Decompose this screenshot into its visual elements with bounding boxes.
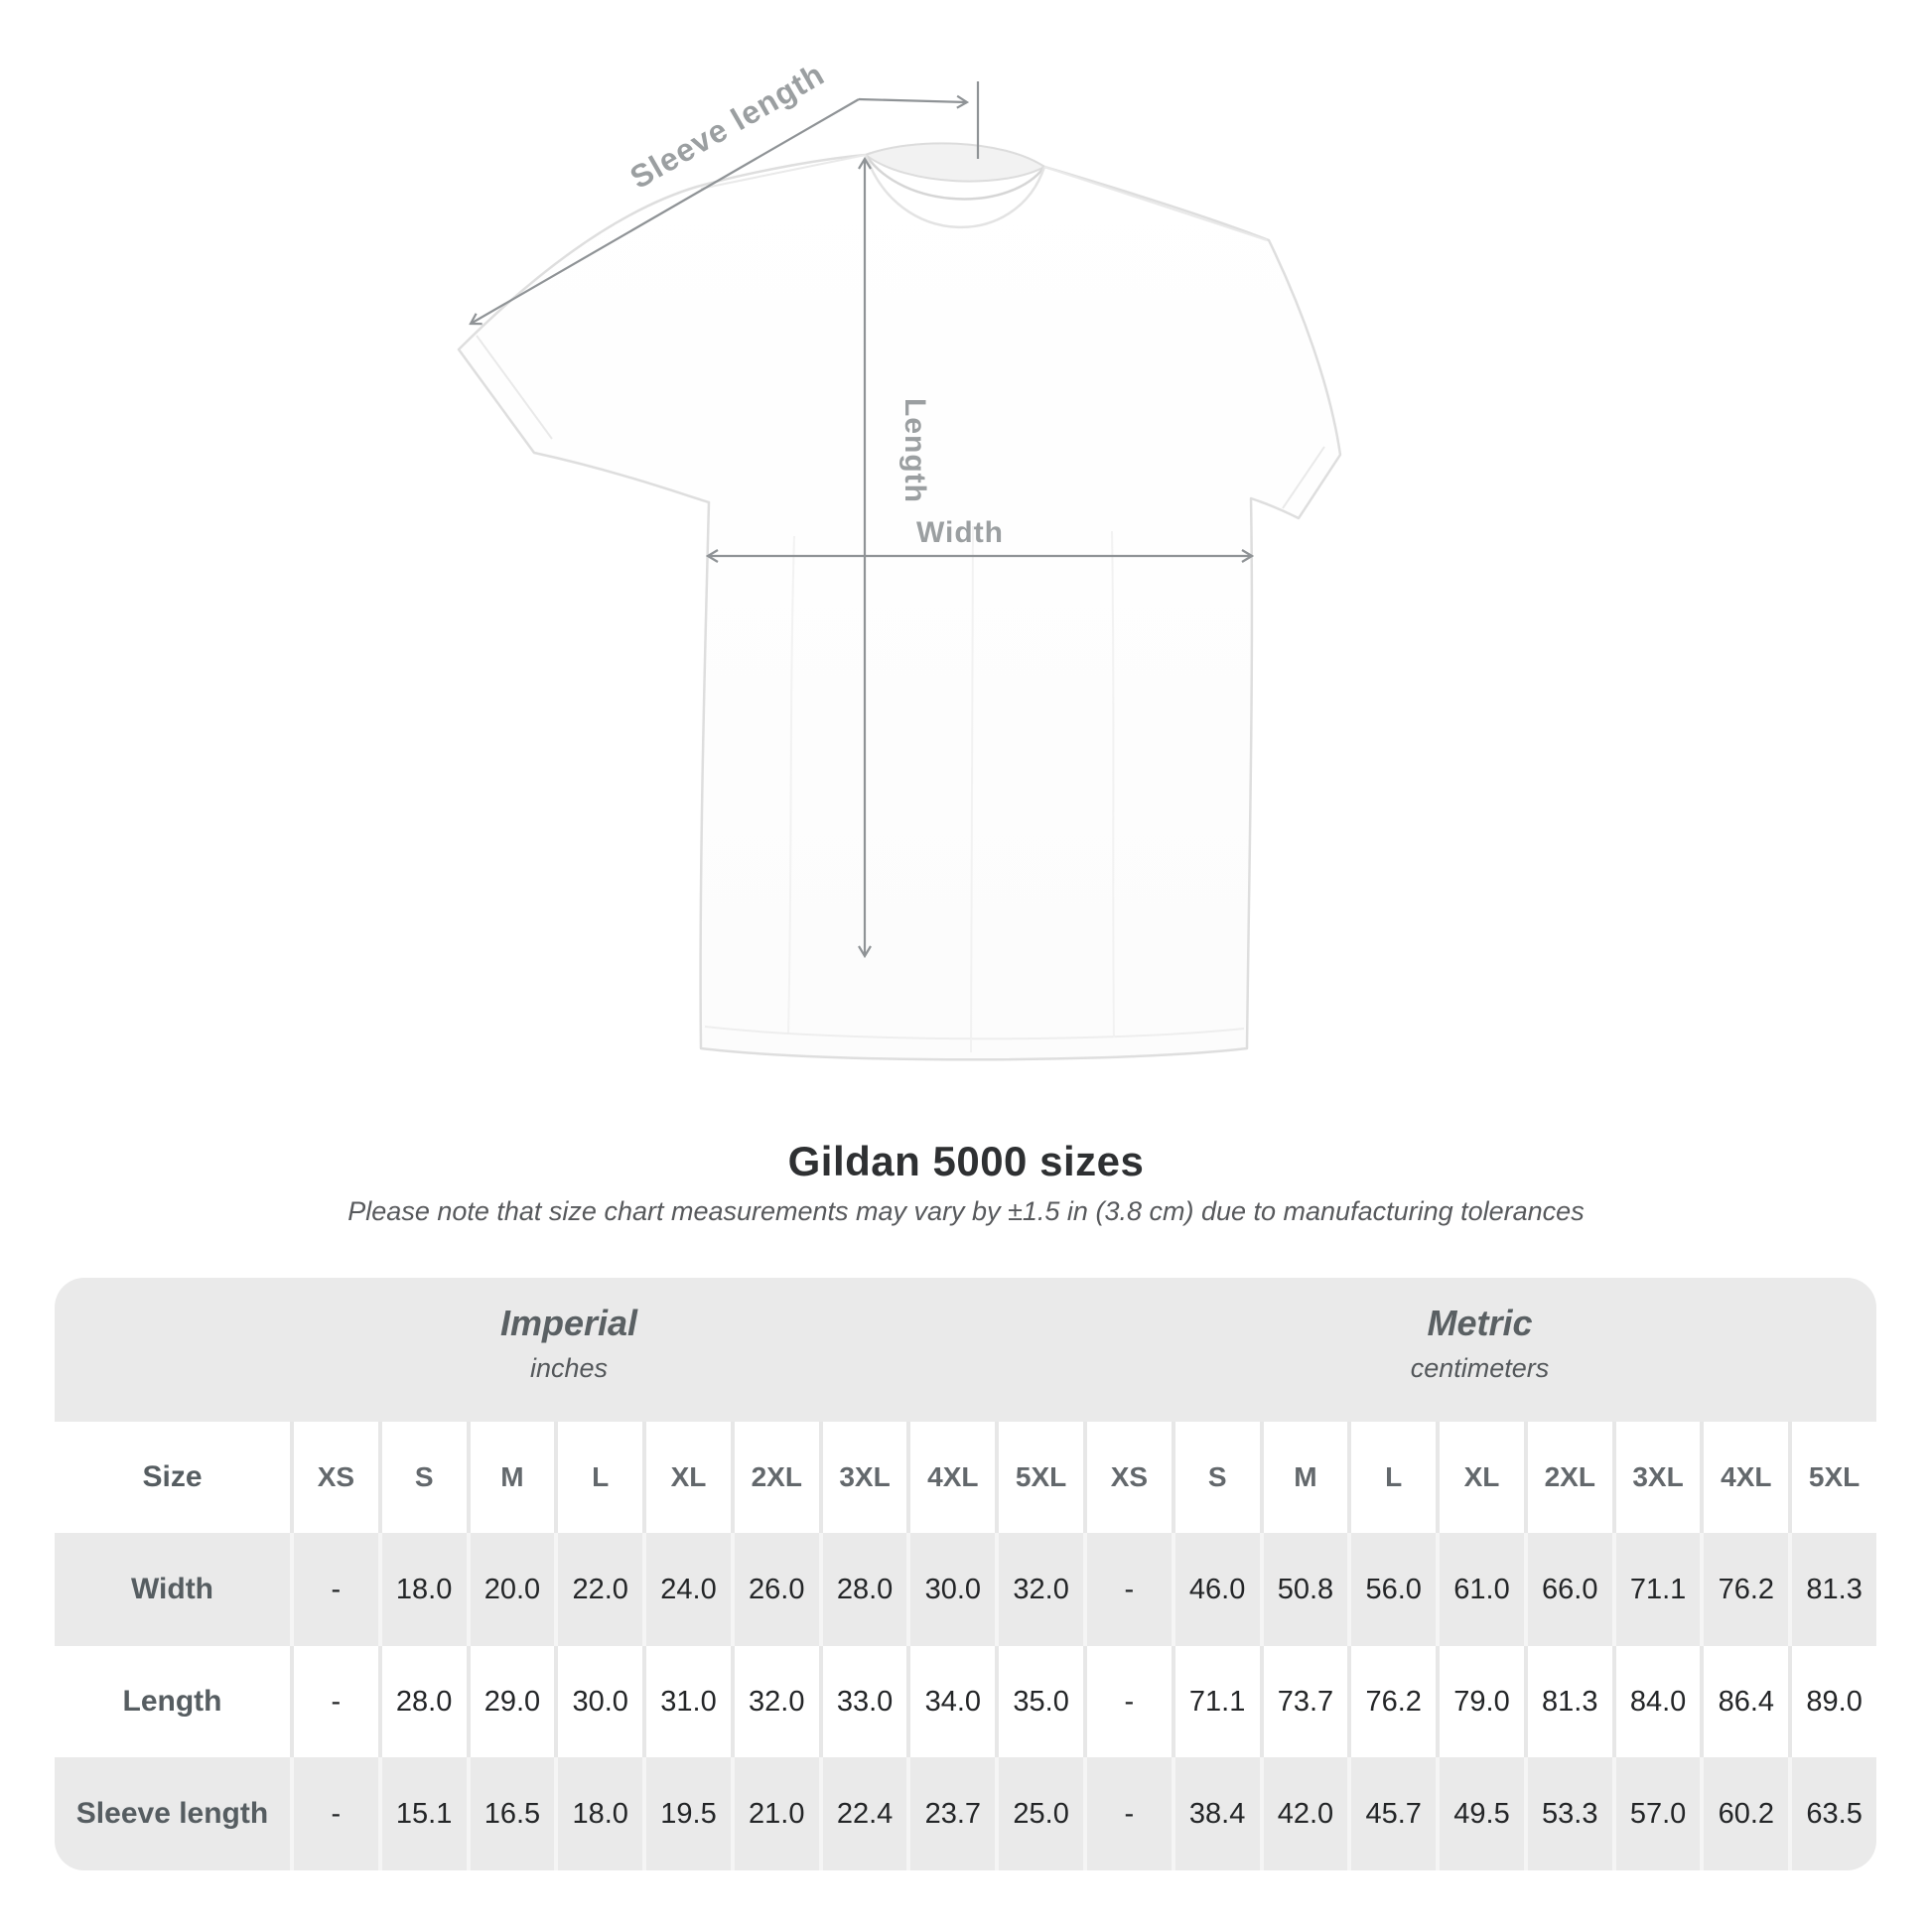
value-cell: - [290,1757,378,1870]
metric-units: centimeters [1410,1353,1550,1383]
imperial-label: Imperial [499,1303,638,1343]
unit-group-header: Imperial inches Metric centimeters [55,1278,1876,1422]
value-cell: 5XL [1788,1422,1876,1533]
row-label: Width [130,1573,214,1605]
value-cell: 66.0 [1523,1533,1612,1646]
length-label: Length [898,398,931,503]
value-cell: M [1259,1422,1348,1533]
measurement-row: Sleeve length -15.1 16.5 18.0 19.5 21.0 22.4 23… [55,1757,1876,1870]
value-cell: 22.0 [554,1533,642,1646]
value-cell: XS [290,1422,378,1533]
imperial-group-header: Imperial inches [55,1303,1083,1422]
value-cell: 24.0 [642,1533,731,1646]
metric-label: Metric [1427,1303,1533,1343]
value-cell: 21.0 [730,1757,819,1870]
size-chart-table: Imperial inches Metric centimeters Size X… [55,1278,1876,1870]
value-cell: 30.0 [906,1533,995,1646]
value-cell: 79.0 [1436,1646,1524,1757]
value-cell: 84.0 [1611,1646,1701,1757]
value-cell: 33.0 [818,1646,907,1757]
size-chart-body: Size XS S M L XL 2XL 3XL 4XL 5XL XS S M L XL 2XL 3XL 4XL 5… [55,1422,1876,1870]
value-cell: 81.3 [1523,1646,1612,1757]
value-cell: 89.0 [1788,1646,1876,1757]
sleeve-dimension-arrow [471,98,860,324]
value-cell: - [290,1533,378,1646]
value-cell: 5XL [995,1422,1083,1533]
value-cell: 50.8 [1259,1533,1348,1646]
value-cell: 3XL [1611,1422,1701,1533]
value-cell: S [1171,1422,1260,1533]
row-label: Sleeve length [75,1797,269,1830]
value-cell: 3XL [818,1422,907,1533]
measurement-row: Width -18.0 20.0 22.0 24.0 26.0 28.0 30.0 32.0-4… [55,1533,1876,1646]
size-header-row: Size XS S M L XL 2XL 3XL 4XL 5XL XS S M L XL 2XL 3XL 4XL 5… [55,1422,1876,1533]
value-cell: 4XL [906,1422,995,1533]
value-cell: 2XL [1523,1422,1612,1533]
row-label: Length [122,1685,222,1718]
value-cell: 61.0 [1436,1533,1524,1646]
value-cell: L [554,1422,642,1533]
value-cell: 49.5 [1436,1757,1524,1870]
value-cell: 19.5 [642,1757,731,1870]
value-cell: 26.0 [730,1533,819,1646]
value-cell: 76.2 [1700,1533,1788,1646]
value-cell: 23.7 [906,1757,995,1870]
value-cell: - [1083,1646,1172,1757]
tolerance-note: Please note that size chart measurements… [347,1196,1585,1226]
value-cell: L [1347,1422,1436,1533]
page-title: Gildan 5000 sizes [787,1138,1145,1184]
value-cell: XL [642,1422,731,1533]
imperial-units: inches [529,1353,609,1383]
value-cell: 28.0 [818,1533,907,1646]
value-cell: 32.0 [730,1646,819,1757]
value-cell: XS [1083,1422,1172,1533]
value-cell: 31.0 [642,1646,731,1757]
value-cell: 45.7 [1347,1757,1436,1870]
value-cell: 38.4 [1171,1757,1260,1870]
value-cell: 15.1 [377,1757,467,1870]
value-cell: S [377,1422,467,1533]
value-cell: M [466,1422,555,1533]
value-cell: 18.0 [554,1757,642,1870]
value-cell: 18.0 [377,1533,467,1646]
value-cell: 20.0 [466,1533,555,1646]
value-cell: 28.0 [377,1646,467,1757]
width-label: Width [916,516,1004,549]
value-cell: 32.0 [995,1533,1083,1646]
value-cell: 25.0 [995,1757,1083,1870]
measurement-row: Length -28.0 29.0 30.0 31.0 32.0 33.0 34.0 35.0-… [55,1646,1876,1757]
value-cell: - [1083,1757,1172,1870]
tshirt-graphic [457,142,1342,1061]
value-cell: 30.0 [554,1646,642,1757]
value-cell: XL [1436,1422,1524,1533]
tshirt-measurement-diagram: Sleeve length Length Width [457,60,1342,1061]
value-cell: - [1083,1533,1172,1646]
value-cell: 63.5 [1788,1757,1876,1870]
value-cell: 81.3 [1788,1533,1876,1646]
value-cell: 60.2 [1700,1757,1788,1870]
row-label: Size [142,1460,203,1493]
value-cell: 86.4 [1700,1646,1788,1757]
value-cell: 22.4 [818,1757,907,1870]
value-cell: 71.1 [1611,1533,1701,1646]
value-cell: 76.2 [1347,1646,1436,1757]
metric-group-header: Metric centimeters [1083,1303,1876,1422]
value-cell: 73.7 [1259,1646,1348,1757]
value-cell: 53.3 [1523,1757,1612,1870]
value-cell: 4XL [1700,1422,1788,1533]
value-cell: 29.0 [466,1646,555,1757]
value-cell: 46.0 [1171,1533,1260,1646]
value-cell: 57.0 [1611,1757,1701,1870]
value-cell: 56.0 [1347,1533,1436,1646]
value-cell: - [290,1646,378,1757]
value-cell: 34.0 [906,1646,995,1757]
value-cell: 35.0 [995,1646,1083,1757]
value-cell: 2XL [730,1422,819,1533]
sleeve-dimension-extension [858,99,967,102]
value-cell: 71.1 [1171,1646,1260,1757]
value-cell: 42.0 [1259,1757,1348,1870]
value-cell: 16.5 [466,1757,555,1870]
